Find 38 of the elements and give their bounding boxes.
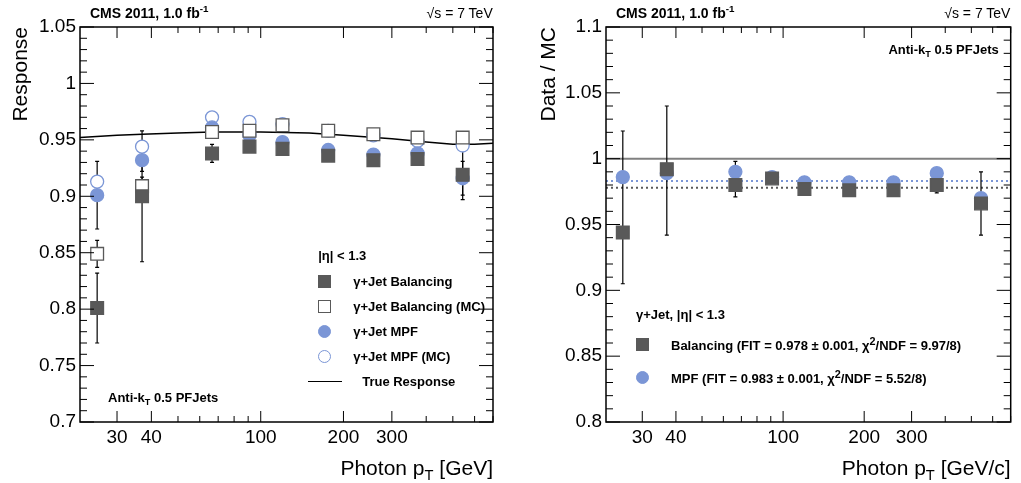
x-tick-label: 200: [848, 425, 881, 447]
y-tick-label: 0.95: [565, 212, 602, 234]
x-tick-label: 30: [106, 425, 128, 447]
legend-label: True Response: [362, 374, 456, 389]
x-tick-label: 300: [376, 425, 408, 447]
y-axis-title: Response: [8, 27, 31, 122]
y-tick-label: 0.9: [575, 278, 602, 300]
legend-title: γ+Jet, |η| < 1.3: [636, 307, 726, 322]
x-tick-label: 40: [665, 425, 687, 447]
x-tick-label: 100: [244, 425, 277, 447]
chart-subtitle: √s = 7 TeV: [426, 5, 494, 21]
y-tick-label: 0.8: [575, 410, 602, 432]
y-tick-label: 0.8: [49, 297, 76, 319]
x-tick-label: 200: [327, 425, 360, 447]
y-tick-label: 0.85: [565, 344, 602, 366]
x-tick-label: 40: [140, 425, 162, 447]
x-tick-label: 30: [631, 425, 653, 447]
y-tick-label: 0.85: [39, 240, 76, 262]
y-tick-label: 1.05: [565, 81, 602, 103]
x-tick-label: 300: [895, 425, 928, 447]
y-axis-title: Data / MC: [536, 26, 559, 122]
x-tick-label: 100: [767, 425, 799, 447]
legend-label: γ+Jet Balancing: [353, 274, 453, 289]
legend-label: MPF (FIT = 0.983 ± 0.001, χ$^{2}$/NDF = 5.52/8): [671, 368, 927, 387]
y-tick-label: 0.7: [49, 410, 76, 432]
y-tick-label: 1: [65, 71, 76, 93]
legend-label: γ+Jet Balancing (MC): [353, 299, 485, 314]
y-tick-label: 0.95: [39, 128, 76, 150]
chart-subtitle: √s = 7 TeV: [944, 5, 1012, 21]
y-tick-label: 1: [591, 146, 602, 168]
y-tick-label: 1.05: [39, 15, 76, 37]
legend-label: γ+Jet MPF: [353, 324, 418, 339]
y-tick-label: 0.75: [39, 353, 76, 375]
legend-title: |η| < 1.3: [318, 248, 368, 263]
legend-label: γ+Jet MPF (MC): [353, 349, 451, 364]
y-tick-label: 1.1: [575, 15, 602, 37]
legend-label: Balancing (FIT = 0.978 ± 0.001, χ$^{2}$/NDF = 9.97/8): [671, 335, 962, 354]
y-tick-label: 0.9: [49, 184, 76, 206]
